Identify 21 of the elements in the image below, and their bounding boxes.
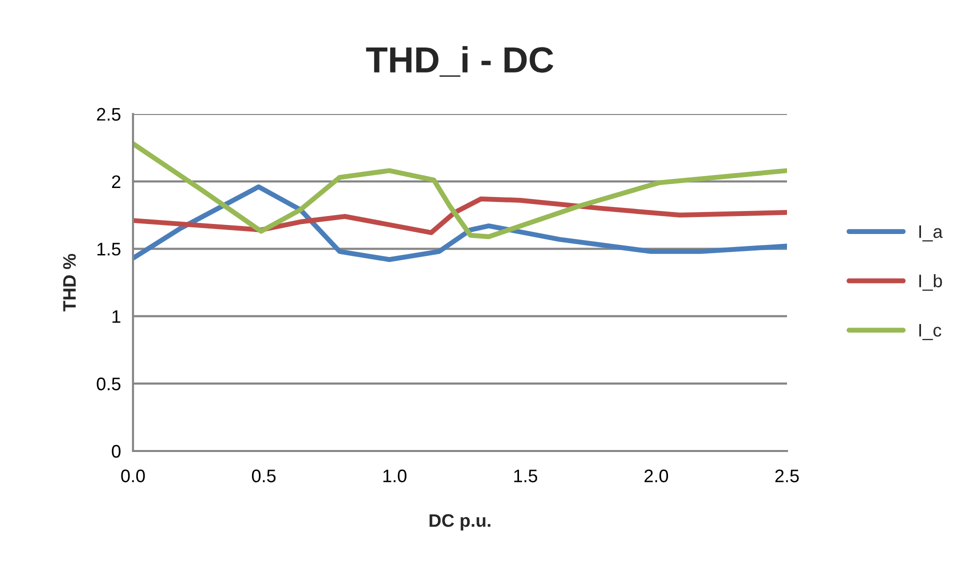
y-axis-title: THD % — [63, 254, 76, 312]
x-tick-label: 2.5 — [775, 470, 799, 482]
y-tick-label: 0 — [112, 444, 120, 458]
y-tick-label: 0.5 — [96, 378, 120, 390]
x-tick-label: 1.5 — [514, 470, 538, 482]
legend-label: I_a — [919, 225, 943, 242]
x-axis-title: DC p.u. — [430, 514, 490, 530]
line-series — [133, 141, 787, 240]
y-tick-label: 1.5 — [97, 242, 120, 256]
x-tick-label: 2.0 — [644, 470, 668, 482]
line-series — [133, 196, 787, 236]
line-series — [133, 184, 787, 262]
legend-label: I_c — [919, 324, 942, 340]
x-tick-label: 0.0 — [121, 470, 145, 482]
x-tick-label: 0.5 — [252, 470, 276, 482]
y-tick-label: 2 — [112, 175, 120, 188]
legend-label: I_b — [919, 274, 942, 291]
x-tick-label: 1.0 — [383, 470, 406, 482]
y-tick-label: 1 — [112, 310, 120, 323]
chart-title: THD_i - DC — [366, 46, 554, 77]
y-tick-label: 2.5 — [97, 108, 120, 121]
